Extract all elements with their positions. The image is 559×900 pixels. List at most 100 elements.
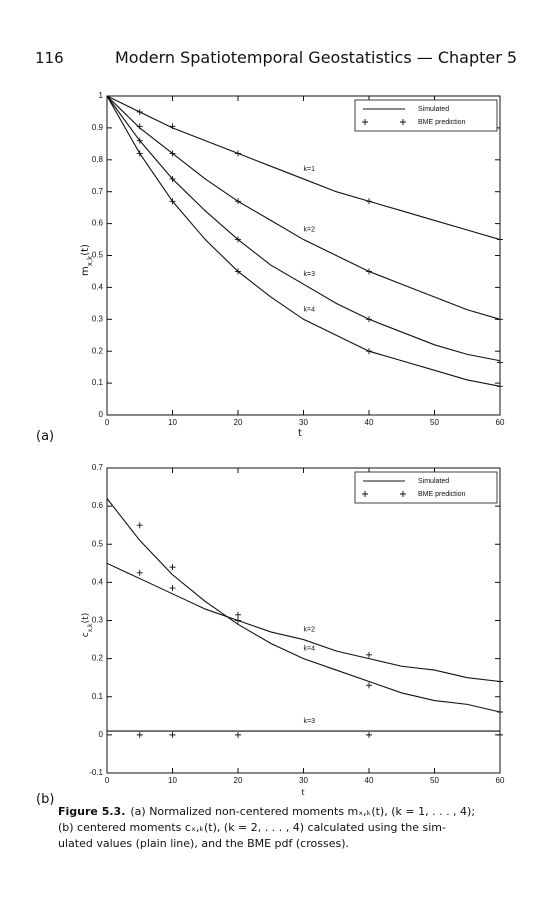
legend-label: BME prediction	[418, 491, 466, 498]
cross-marker	[136, 569, 143, 576]
curve-label: k=3	[304, 271, 316, 278]
y-label-base: c	[81, 632, 91, 637]
legend-cross	[400, 491, 406, 497]
running-title: Modern Spatiotemporal Geostatistics — Ch…	[115, 48, 517, 67]
cross-marker	[497, 236, 503, 243]
cross-marker	[169, 150, 176, 157]
x-tick-label: 50	[430, 776, 439, 785]
cross-marker	[136, 137, 143, 144]
y-tick-label: 0.3	[92, 314, 104, 323]
x-tick-label: 0	[105, 418, 110, 427]
cross-marker	[169, 585, 176, 592]
cross-marker	[235, 268, 241, 275]
curve-label: k=2	[304, 627, 316, 634]
x-tick-label: 40	[365, 418, 374, 427]
y-tick-label: 0	[99, 410, 104, 419]
cross-marker	[136, 522, 143, 529]
caption-line: ulated values (plain line), and the BME …	[58, 837, 349, 850]
x-tick-label: 0	[105, 776, 110, 785]
cross-marker	[235, 611, 241, 618]
y-tick-label: 0.1	[92, 378, 104, 387]
y-tick-label: 1	[99, 91, 104, 100]
y-label-tail: (t)	[80, 244, 91, 256]
cross-marker	[235, 731, 241, 738]
cross-marker	[366, 731, 372, 738]
legend-box	[354, 471, 498, 504]
legend-cross	[362, 491, 368, 497]
y-tick-label: 0.4	[92, 283, 104, 292]
cross-marker	[169, 731, 176, 738]
cross-marker	[497, 383, 503, 390]
cross-marker	[497, 709, 503, 715]
y-axis-label: cx,k(t)	[81, 613, 94, 637]
y-tick-label: 0	[99, 730, 104, 739]
curve-label: k=2	[304, 227, 316, 234]
cross-marker	[497, 678, 503, 685]
y-tick-label: 0.9	[92, 123, 104, 132]
cross-marker	[169, 123, 176, 130]
page-number: 116	[35, 49, 64, 67]
panel-label: (b)	[36, 792, 54, 807]
cross-marker	[136, 108, 143, 115]
x-axis-label: t	[298, 428, 302, 439]
caption-text: (a) Normalized non-centered moments mₓ,ₖ…	[130, 805, 475, 818]
y-tick-label: 0.3	[92, 616, 104, 625]
curve-label: k=3	[304, 718, 316, 725]
cross-marker	[235, 150, 241, 157]
cross-marker	[366, 348, 372, 355]
curve-label: k=4	[304, 306, 316, 313]
curve	[106, 562, 501, 683]
y-label-sub: x,k	[87, 623, 94, 632]
curve-label: k=4	[304, 646, 316, 653]
legend-label: Simulated	[418, 106, 449, 113]
legend-label: BME prediction	[418, 119, 466, 126]
legend-label: Simulated	[418, 478, 449, 485]
x-axis-label: t	[301, 788, 304, 797]
cross-marker	[366, 682, 372, 689]
y-tick-label: 0.2	[92, 346, 104, 355]
y-label-base: m	[80, 266, 91, 276]
legend-box	[354, 99, 498, 132]
x-tick-label: 50	[430, 418, 439, 427]
y-tick-label: 0.7	[92, 463, 104, 472]
y-tick-label: 0.7	[92, 187, 104, 196]
cross-marker	[235, 198, 241, 205]
y-label-tail: (t)	[81, 613, 91, 624]
cross-marker	[366, 651, 372, 658]
y-axis-label: mx,k(t)	[80, 244, 94, 276]
y-tick-label: 0.4	[92, 577, 104, 586]
y-tick-label: 0.6	[92, 501, 104, 510]
cross-marker	[497, 316, 503, 323]
x-tick-label: 30	[299, 418, 308, 427]
caption-line: Figure 5.3. (a) Normalized non-centered m…	[58, 805, 475, 818]
y-label-sub: x,k	[86, 255, 94, 266]
cross-marker	[497, 359, 503, 366]
caption-label: Figure 5.3.	[58, 805, 125, 818]
cross-marker	[136, 123, 143, 130]
cross-marker	[235, 236, 241, 243]
y-tick-label: -0.1	[89, 768, 103, 777]
cross-marker	[169, 175, 176, 182]
y-tick-label: 0.2	[92, 654, 104, 663]
cross-marker	[497, 731, 503, 738]
x-tick-label: 40	[365, 776, 374, 785]
cross-marker	[136, 731, 143, 738]
caption-line: (b) centered moments cₓ,ₖ(t), (k = 2, . …	[58, 821, 446, 834]
x-tick-label: 20	[234, 418, 243, 427]
x-tick-label: 60	[496, 418, 505, 427]
y-tick-label: 0.5	[92, 251, 104, 260]
cross-marker	[366, 268, 372, 275]
x-tick-label: 20	[234, 776, 243, 785]
panel-label: (a)	[36, 429, 54, 444]
legend-cross	[400, 119, 406, 125]
x-tick-label: 10	[168, 418, 177, 427]
cross-marker	[235, 617, 241, 624]
cross-marker	[136, 150, 143, 157]
y-tick-label: 0.6	[92, 219, 104, 228]
curve	[106, 498, 501, 713]
y-tick-label: 0.1	[92, 692, 104, 701]
x-tick-label: 10	[168, 776, 177, 785]
curve-label: k=1	[304, 166, 316, 173]
